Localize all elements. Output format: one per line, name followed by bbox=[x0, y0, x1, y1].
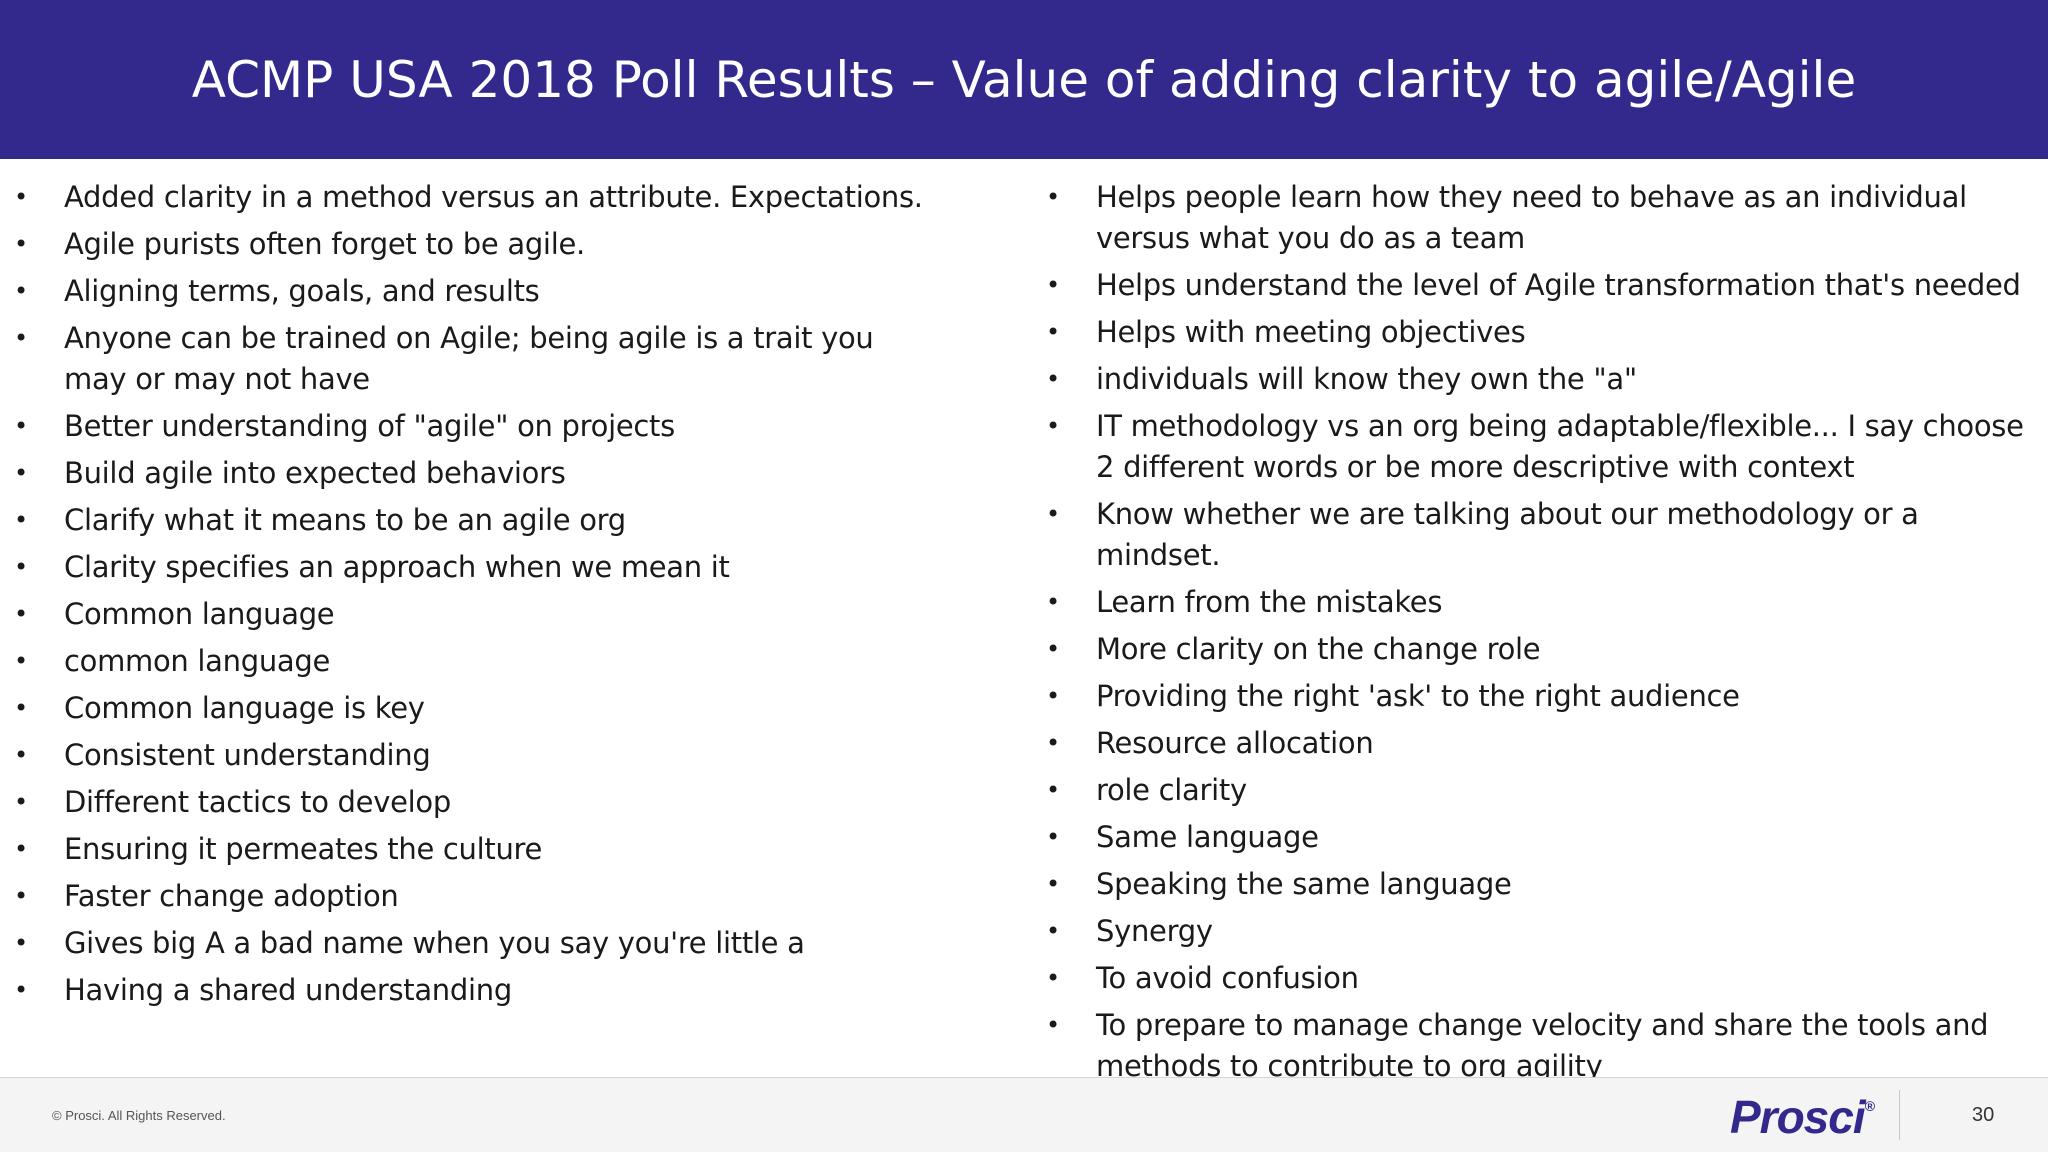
bullet-icon: • bbox=[1046, 776, 1060, 804]
bullet-icon: • bbox=[1046, 271, 1060, 299]
list-item: • Know whether we are talking about our m… bbox=[1046, 494, 2046, 576]
bullet-icon: • bbox=[1046, 412, 1060, 440]
list-item: • Helps understand the level of Agile tra… bbox=[1046, 265, 2046, 306]
bullet-icon: • bbox=[14, 741, 28, 769]
footer-divider bbox=[1899, 1090, 1900, 1140]
bullet-icon: • bbox=[1046, 917, 1060, 945]
bullet-icon: • bbox=[14, 600, 28, 628]
bullet-icon: • bbox=[14, 835, 28, 863]
list-item: • common language bbox=[14, 641, 1014, 682]
bullet-icon: • bbox=[14, 882, 28, 910]
bullet-icon: • bbox=[1046, 365, 1060, 393]
bullet-icon: • bbox=[14, 183, 28, 211]
list-item: • Gives big A a bad name when you say you… bbox=[14, 923, 1014, 964]
slide-header: ACMP USA 2018 Poll Results – Value of ad… bbox=[0, 0, 2048, 159]
list-item: • Agile purists often forget to be agile. bbox=[14, 224, 1014, 265]
bullet-icon: • bbox=[1046, 823, 1060, 851]
list-item: • individuals will know they own the "a" bbox=[1046, 359, 2046, 400]
list-item: • Consistent understanding bbox=[14, 735, 1014, 776]
list-item: • More clarity on the change role bbox=[1046, 629, 2046, 670]
right-bullet-list: • Helps people learn how they need to beh… bbox=[1046, 177, 2046, 1093]
bullet-icon: • bbox=[1046, 635, 1060, 663]
bullet-icon: • bbox=[1046, 870, 1060, 898]
bullet-icon: • bbox=[14, 324, 28, 352]
bullet-icon: • bbox=[14, 694, 28, 722]
bullet-icon: • bbox=[1046, 588, 1060, 616]
bullet-icon: • bbox=[14, 929, 28, 957]
list-item: • Common language bbox=[14, 594, 1014, 635]
copyright-notice: © Prosci. All Rights Reserved. bbox=[52, 1108, 226, 1123]
bullet-icon: • bbox=[14, 976, 28, 1004]
page-number: 30 bbox=[1972, 1104, 1995, 1126]
bullet-icon: • bbox=[1046, 964, 1060, 992]
bullet-icon: • bbox=[1046, 500, 1060, 528]
bullet-icon: • bbox=[1046, 1011, 1060, 1039]
bullet-icon: • bbox=[14, 277, 28, 305]
bullet-icon: • bbox=[14, 459, 28, 487]
bullet-icon: • bbox=[1046, 183, 1060, 211]
bullet-icon: • bbox=[1046, 729, 1060, 757]
list-item: • To prepare to manage change velocity an… bbox=[1046, 1005, 1996, 1087]
list-item: • Added clarity in a method versus an att… bbox=[14, 177, 1014, 218]
list-item: • Having a shared understanding bbox=[14, 970, 1014, 1011]
bullet-icon: • bbox=[14, 647, 28, 675]
left-bullet-list: • Added clarity in a method versus an att… bbox=[14, 177, 1014, 1017]
slide-title: ACMP USA 2018 Poll Results – Value of ad… bbox=[191, 50, 1857, 109]
bullet-icon: • bbox=[14, 230, 28, 258]
bullet-icon: • bbox=[14, 788, 28, 816]
list-item: • Anyone can be trained on Agile; being a… bbox=[14, 318, 944, 400]
list-item: • Ensuring it permeates the culture bbox=[14, 829, 1014, 870]
list-item: • IT methodology vs an org being adaptabl… bbox=[1046, 406, 2046, 488]
list-item: • To avoid confusion bbox=[1046, 958, 2046, 999]
slide-body: • Added clarity in a method versus an att… bbox=[0, 159, 2048, 1083]
registered-mark: ® bbox=[1864, 1098, 1875, 1114]
bullet-icon: • bbox=[1046, 318, 1060, 346]
bullet-icon: • bbox=[1046, 682, 1060, 710]
list-item: • Same language bbox=[1046, 817, 2046, 858]
list-item: • Aligning terms, goals, and results bbox=[14, 271, 1014, 312]
list-item: • Providing the right 'ask' to the right … bbox=[1046, 676, 2046, 717]
list-item: • Helps with meeting objectives bbox=[1046, 312, 2046, 353]
list-item: • Speaking the same language bbox=[1046, 864, 2046, 905]
prosci-logo: Prosci® bbox=[1730, 1091, 1875, 1143]
list-item: • Different tactics to develop bbox=[14, 782, 1014, 823]
list-item: • role clarity bbox=[1046, 770, 2046, 811]
list-item: • Resource allocation bbox=[1046, 723, 2046, 764]
list-item: • Better understanding of "agile" on proj… bbox=[14, 406, 1014, 447]
list-item: • Synergy bbox=[1046, 911, 2046, 952]
list-item: • Common language is key bbox=[14, 688, 1014, 729]
bullet-icon: • bbox=[14, 412, 28, 440]
list-item: • Learn from the mistakes bbox=[1046, 582, 2046, 623]
list-item: • Clarify what it means to be an agile or… bbox=[14, 500, 1014, 541]
list-item: • Build agile into expected behaviors bbox=[14, 453, 1014, 494]
list-item: • Helps people learn how they need to beh… bbox=[1046, 177, 2046, 259]
slide-footer: © Prosci. All Rights Reserved. Prosci® 3… bbox=[0, 1077, 2048, 1152]
list-item: • Faster change adoption bbox=[14, 876, 1014, 917]
list-item: • Clarity specifies an approach when we m… bbox=[14, 547, 1014, 588]
bullet-icon: • bbox=[14, 506, 28, 534]
bullet-icon: • bbox=[14, 553, 28, 581]
